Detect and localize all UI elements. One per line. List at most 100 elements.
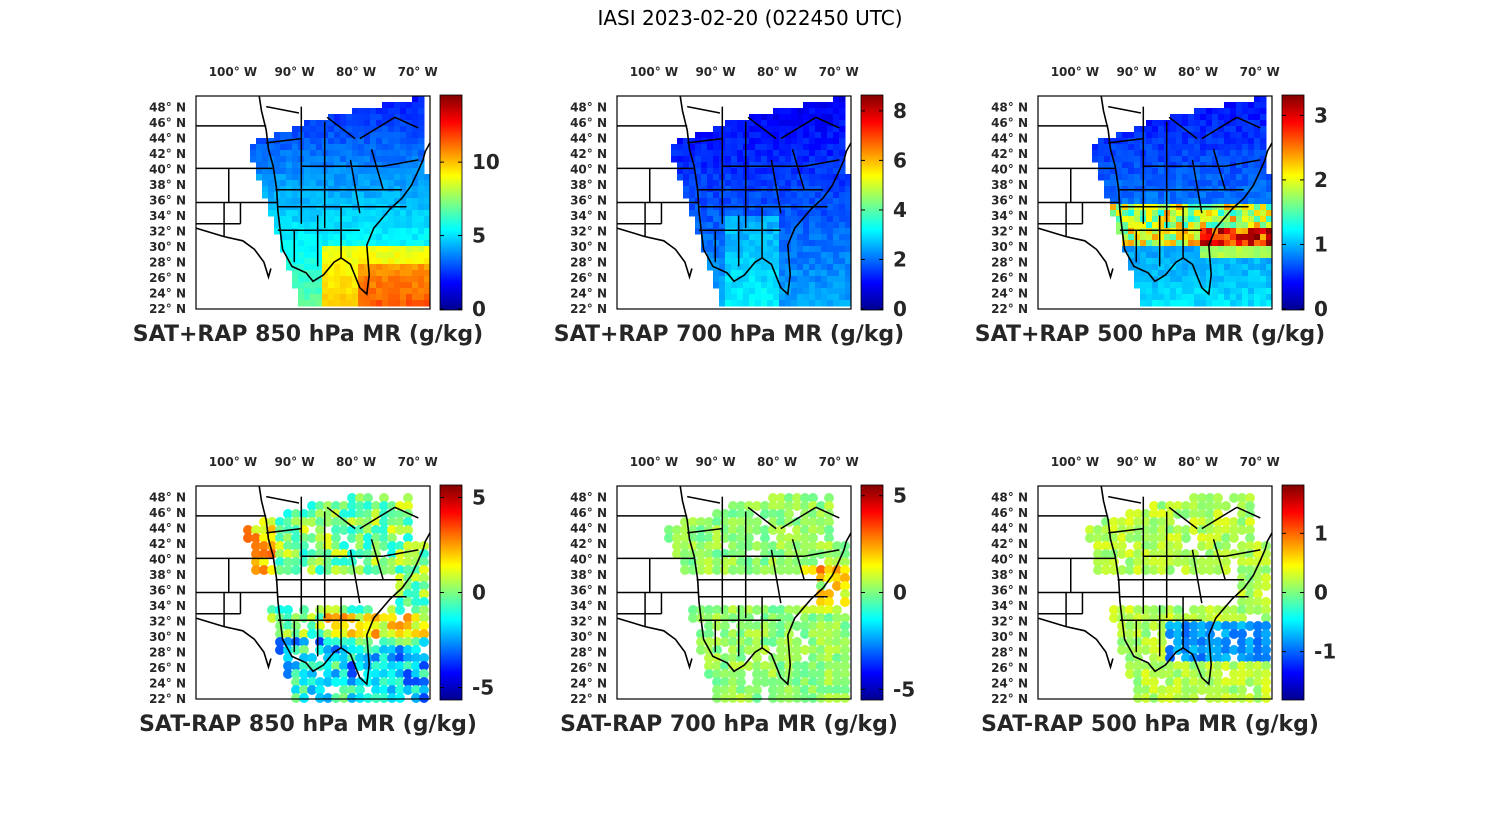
data-cell xyxy=(683,168,690,175)
data-point xyxy=(840,565,850,575)
data-cell xyxy=(1266,288,1273,295)
state-border xyxy=(266,105,300,114)
data-point xyxy=(331,541,341,551)
data-cell xyxy=(755,168,762,175)
data-point xyxy=(1117,533,1127,543)
data-point xyxy=(307,565,317,575)
data-cell xyxy=(689,204,696,211)
data-cell xyxy=(316,270,323,277)
data-cell xyxy=(328,210,335,217)
data-cell xyxy=(418,282,425,289)
data-cell xyxy=(839,114,846,121)
data-cell xyxy=(1098,156,1105,163)
data-cell xyxy=(1158,300,1165,307)
data-cell xyxy=(1218,282,1225,289)
data-cell xyxy=(1236,168,1243,175)
data-cell xyxy=(1266,294,1273,301)
data-cell xyxy=(749,180,756,187)
data-cell xyxy=(1230,270,1237,277)
data-cell xyxy=(340,114,347,121)
data-cell xyxy=(1230,126,1237,133)
data-cell xyxy=(755,210,762,217)
lon-tick-label: 90° W xyxy=(1116,65,1156,79)
data-cell xyxy=(292,234,299,241)
data-point xyxy=(776,493,786,503)
data-cell xyxy=(406,156,413,163)
data-cell xyxy=(803,234,810,241)
data-cell xyxy=(418,102,425,109)
data-point xyxy=(776,637,786,647)
data-point xyxy=(1237,557,1247,567)
data-cell xyxy=(755,288,762,295)
data-cell xyxy=(749,144,756,151)
data-cell xyxy=(815,132,822,139)
data-point xyxy=(1253,541,1263,551)
data-cell xyxy=(779,156,786,163)
data-point xyxy=(387,533,397,543)
data-point xyxy=(1213,565,1223,575)
data-point xyxy=(1125,517,1135,527)
data-cell xyxy=(803,150,810,157)
data-cell xyxy=(1194,150,1201,157)
data-point xyxy=(1181,525,1191,535)
data-point xyxy=(403,661,413,671)
data-cell xyxy=(1218,270,1225,277)
data-cell xyxy=(839,270,846,277)
data-point xyxy=(395,573,405,583)
data-cell xyxy=(827,126,834,133)
data-point xyxy=(1253,645,1263,655)
data-cell xyxy=(1170,216,1177,223)
data-cell xyxy=(352,264,359,271)
data-cell xyxy=(406,240,413,247)
data-cell xyxy=(737,120,744,127)
data-cell xyxy=(1218,258,1225,265)
data-cell xyxy=(382,246,389,253)
data-cell xyxy=(1128,198,1135,205)
data-cell xyxy=(671,156,678,163)
data-cell xyxy=(1260,96,1267,103)
data-point xyxy=(1221,541,1231,551)
data-point xyxy=(419,669,429,679)
data-cell xyxy=(1128,156,1135,163)
data-cell xyxy=(821,282,828,289)
data-cell xyxy=(376,252,383,259)
data-cell xyxy=(779,168,786,175)
data-cell xyxy=(424,186,431,193)
data-cell xyxy=(1146,264,1153,271)
data-cell xyxy=(334,162,341,169)
data-point xyxy=(1149,669,1159,679)
data-cell xyxy=(1254,186,1261,193)
data-cell xyxy=(340,162,347,169)
data-cell xyxy=(268,168,275,175)
data-point xyxy=(243,533,253,543)
data-cell xyxy=(797,138,804,145)
data-cell xyxy=(1182,252,1189,259)
data-cell xyxy=(370,138,377,145)
data-cell xyxy=(358,294,365,301)
data-point xyxy=(1213,533,1223,543)
data-point xyxy=(816,605,826,615)
data-cell xyxy=(785,174,792,181)
lat-tick-label: 26° N xyxy=(570,661,607,675)
data-cell xyxy=(1248,168,1255,175)
data-cell xyxy=(1128,252,1135,259)
data-cell xyxy=(821,264,828,271)
data-cell xyxy=(352,210,359,217)
data-cell xyxy=(1206,174,1213,181)
data-point xyxy=(832,693,842,703)
data-cell xyxy=(1260,252,1267,259)
data-point xyxy=(339,669,349,679)
data-point xyxy=(1189,685,1199,695)
data-point xyxy=(688,517,698,527)
data-cell xyxy=(1194,192,1201,199)
data-cell xyxy=(1182,150,1189,157)
data-cell xyxy=(298,276,305,283)
data-cell xyxy=(737,150,744,157)
data-cell xyxy=(376,270,383,277)
data-cell xyxy=(1248,294,1255,301)
data-cell xyxy=(821,132,828,139)
data-cell xyxy=(755,162,762,169)
data-cell xyxy=(767,228,774,235)
data-cell xyxy=(743,234,750,241)
data-cell xyxy=(412,144,419,151)
